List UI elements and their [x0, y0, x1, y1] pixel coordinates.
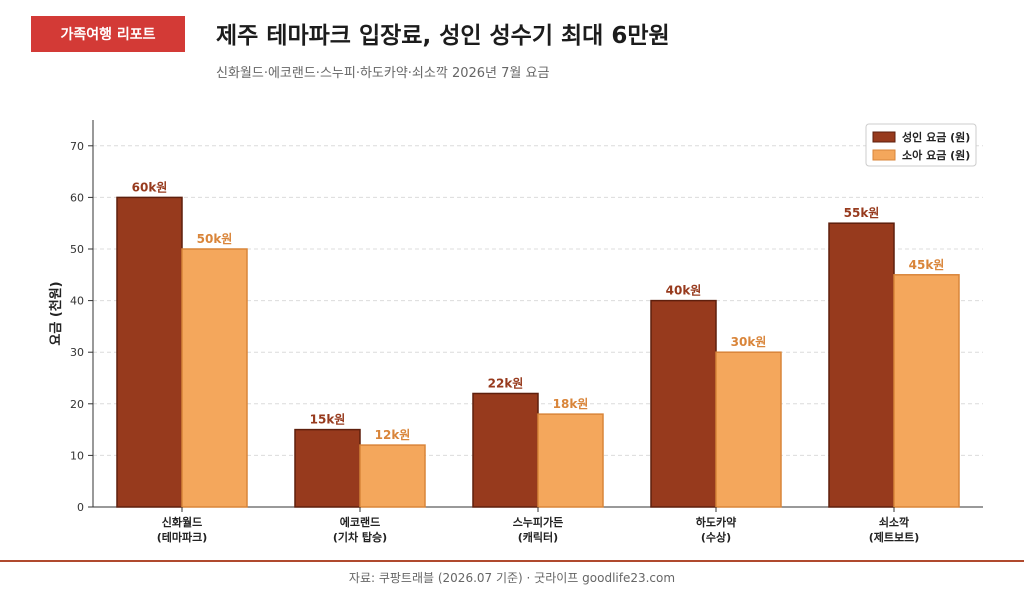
- bar-child: [181, 248, 248, 508]
- data-label-child: 30k원: [731, 335, 767, 349]
- data-label-adult: 40k원: [666, 284, 702, 298]
- data-label-adult: 55k원: [844, 206, 880, 220]
- data-label-child: 12k원: [375, 428, 411, 442]
- bar-adult: [472, 392, 539, 508]
- x-tick-label: 신화월드: [162, 515, 202, 529]
- legend-swatch-adult: [872, 131, 896, 143]
- data-label-child: 18k원: [553, 397, 589, 411]
- x-tick-sublabel: (캐릭터): [518, 530, 558, 544]
- page-subtitle: 신화월드·에코랜드·스누피·하도카약·쇠소깍 2026년 7월 요금: [216, 66, 550, 81]
- data-label-adult: 15k원: [310, 413, 346, 427]
- x-tick-sublabel: (테마파크): [157, 530, 208, 544]
- bar-adult: [116, 196, 183, 508]
- legend-label-child: 소아 요금 (원): [902, 148, 970, 162]
- page-title: 제주 테마파크 입장료, 성인 성수기 최대 6만원: [216, 23, 670, 49]
- legend-label-adult: 성인 요금 (원): [902, 130, 970, 144]
- bar-adult: [828, 222, 895, 508]
- footer-divider: [0, 560, 1024, 562]
- y-axis-label: 요금 (천원): [49, 281, 64, 345]
- x-tick-label: 스누피가든: [513, 515, 564, 529]
- y-tick-label: 50: [70, 243, 84, 256]
- report-badge: 가족여행 리포트: [31, 16, 185, 52]
- data-label-adult: 22k원: [488, 376, 524, 390]
- bar-chart: 0 10 20 30 40 50 60 70 요금 (천원) 60k원 50k원신화월드(테마파크)…: [49, 120, 983, 544]
- y-tick-label: 30: [70, 346, 84, 359]
- x-tick-label: 하도카약: [696, 515, 736, 529]
- legend-swatch-child: [872, 149, 896, 161]
- bar-child: [537, 413, 604, 508]
- bar-adult: [650, 299, 717, 508]
- x-tick-sublabel: (제트보트): [869, 530, 920, 544]
- x-tick-label: 에코랜드: [340, 515, 380, 529]
- bar-child: [359, 444, 426, 508]
- x-tick-label: 쇠소깍: [879, 515, 909, 529]
- bar-child: [893, 274, 960, 508]
- y-tick-label: 60: [70, 191, 84, 204]
- x-tick-sublabel: (수상): [701, 530, 731, 544]
- bar-adult: [294, 428, 361, 508]
- y-tick-label: 10: [70, 449, 84, 462]
- data-label-child: 50k원: [197, 232, 233, 246]
- x-tick-sublabel: (기차 탑승): [333, 530, 387, 544]
- y-tick-label: 70: [70, 140, 84, 153]
- source-note: 자료: 쿠팡트래블 (2026.07 기준) · 굿라이프 goodlife23…: [348, 571, 676, 585]
- data-label-adult: 60k원: [132, 180, 168, 194]
- y-tick-label: 0: [77, 501, 84, 514]
- bar-child: [715, 351, 782, 508]
- y-tick-label: 20: [70, 398, 84, 411]
- y-tick-label: 40: [70, 295, 84, 308]
- data-label-child: 45k원: [909, 258, 945, 272]
